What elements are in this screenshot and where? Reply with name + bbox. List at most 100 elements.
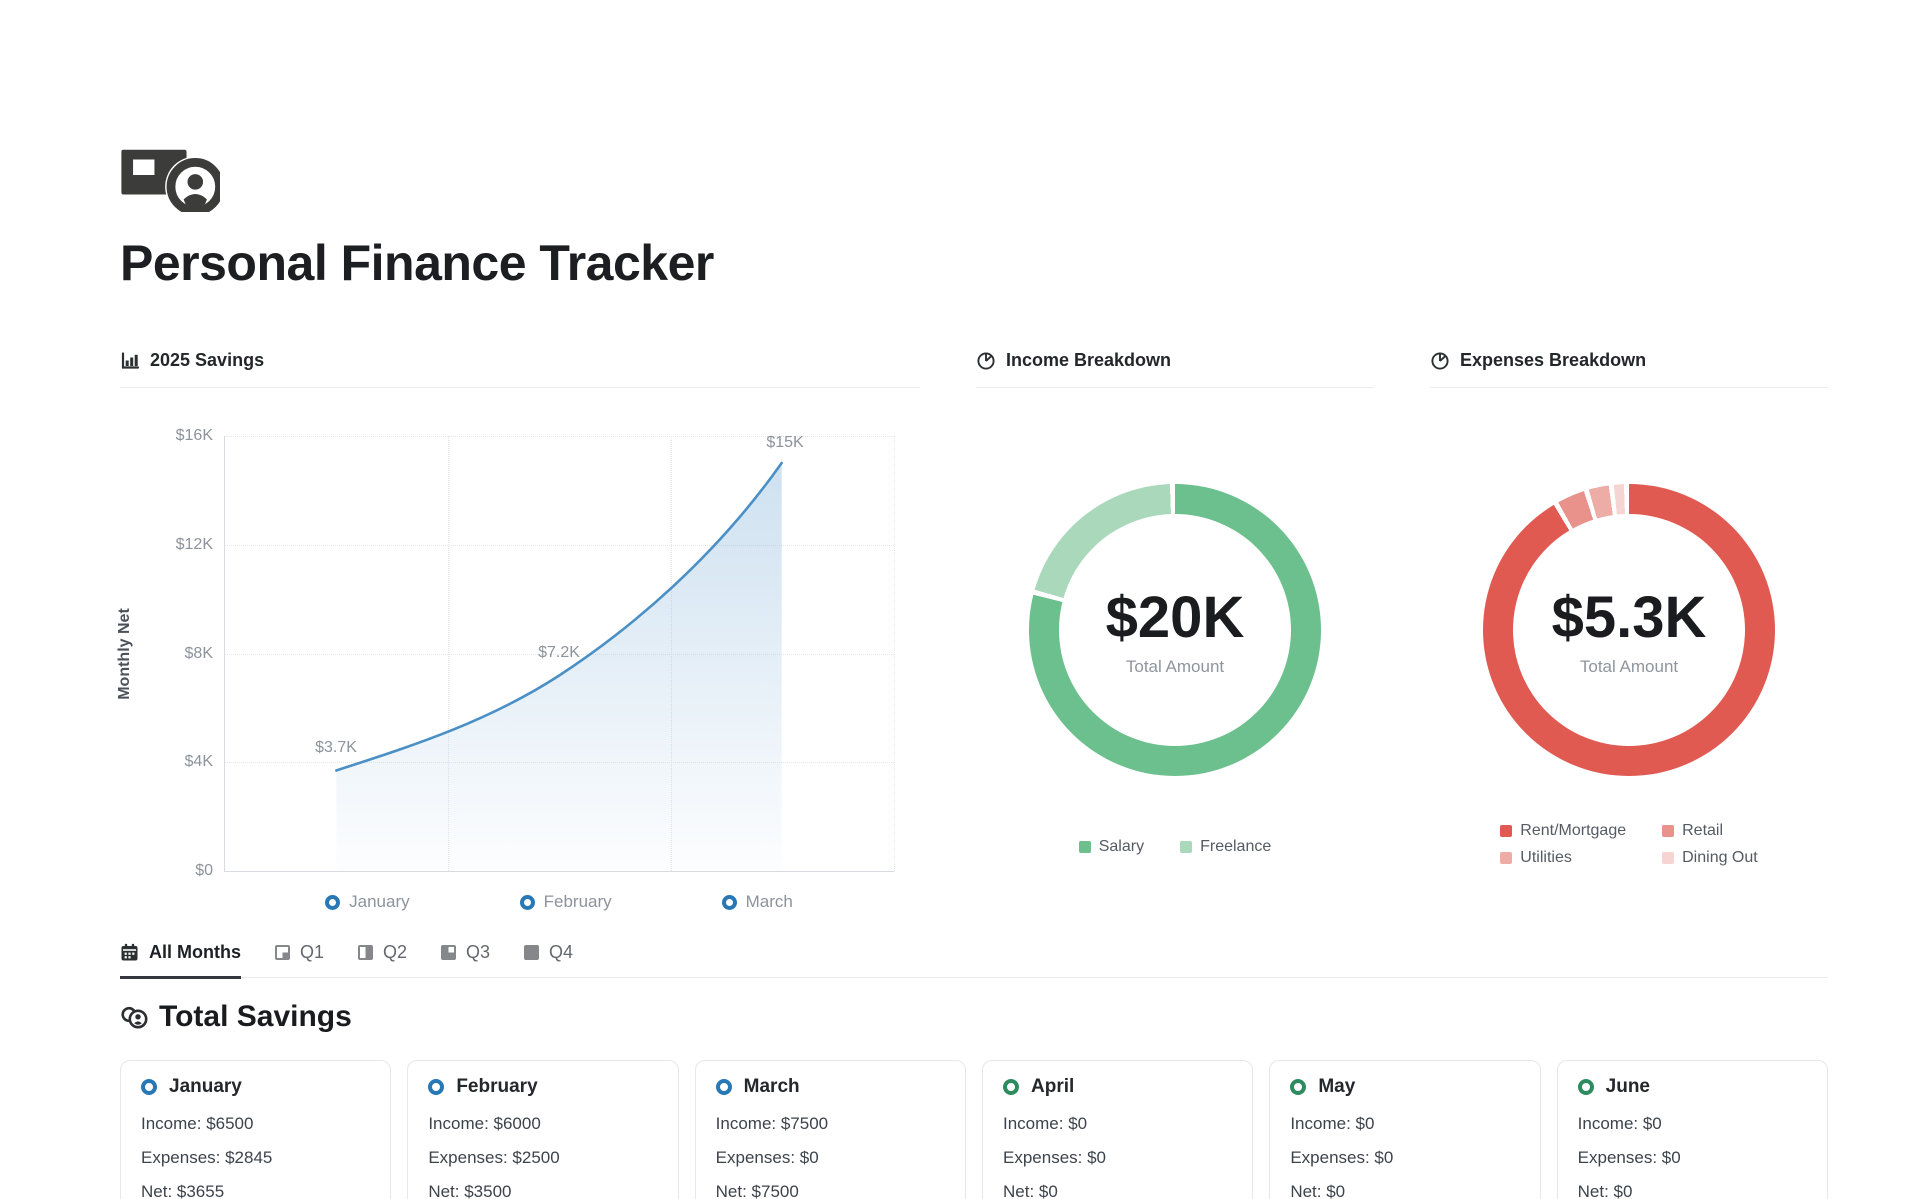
month-marker-icon [1577,1079,1594,1095]
card-expenses: Expenses: $0 [1003,1148,1107,1167]
y-tick: $0 [195,862,213,879]
app-header: Personal Finance Tracker [120,0,1828,292]
y-axis-label: Monthly Net [116,607,133,700]
card-expenses: Expenses: $2845 [141,1148,273,1167]
pie-chart-icon [1431,351,1449,370]
expenses-donut-center: $5.3K Total Amount [1483,484,1775,776]
income-panel-header: Income Breakdown [976,350,1374,388]
y-tick: $4K [184,753,213,771]
legend-item-utilities: Utilities [1500,849,1626,867]
card-header: May [1290,1075,1519,1099]
card-expenses: Expenses: $0 [1577,1148,1681,1167]
income-donut-chart: $20K Total Amount [1029,484,1321,776]
tab-q4[interactable]: Q4 [524,942,573,979]
rent-swatch-icon [1500,825,1513,837]
gridline [894,436,895,871]
pie-chart-icon [977,351,995,370]
legend-label: Dining Out [1682,849,1758,866]
card-month-name: June [1605,1076,1651,1097]
legend-label: Freelance [1200,838,1272,855]
legend-item-freelance: Freelance [1180,838,1271,856]
card-income: Income: $7500 [715,1114,829,1133]
y-tick: $8K [184,644,213,662]
legend-label: Utilities [1520,849,1572,866]
savings-plot-area: $16K $12K $8K $4K $0 Monthly Net [116,427,895,879]
card-header: June [1577,1075,1807,1099]
savings-panel: 2025 Savings $16K $12K $8K $4K [116,350,920,912]
income-donut-center: $20K Total Amount [1029,484,1321,776]
gridline [225,653,894,655]
period-filter-tabs: All Months Q1 Q2 Q3 Q4 [120,942,1828,979]
card-expenses: Expenses: $0 [1290,1148,1394,1167]
dining-swatch-icon [1662,852,1675,864]
legend-label: Rent/Mortgage [1520,822,1627,839]
coins-icon [121,1006,148,1028]
card-income: Income: $6500 [141,1114,254,1133]
tab-q2[interactable]: Q2 [358,942,407,979]
legend-item-retail: Retail [1662,822,1758,840]
card-net: Net: $0 [1577,1182,1633,1199]
income-donut-wrap: $20K Total Amount Salary Freelance [976,388,1374,856]
tab-label: Q4 [549,942,574,962]
card-month-name: January [169,1076,242,1097]
tab-label: Q2 [383,942,408,962]
card-january[interactable]: January Income: $6500 Expenses: $2845 Ne… [120,1060,392,1199]
banknote-coin-icon [121,149,220,212]
month-marker-icon [141,1079,157,1095]
card-header: March [715,1075,945,1099]
expenses-panel: Expenses Breakdown $5.3K Total Amount Re… [1430,350,1828,912]
savings-panel-header: 2025 Savings [120,350,920,388]
card-month-name: April [1031,1076,1075,1097]
expenses-panel-title: Expenses Breakdown [1460,350,1647,370]
point-label: $3.7K [315,739,357,756]
card-net: Net: $3655 [141,1182,225,1199]
month-marker-icon [428,1079,445,1095]
card-income: Income: $0 [1290,1114,1375,1133]
savings-chart: $16K $12K $8K $4K $0 Monthly Net [116,388,920,912]
card-expenses: Expenses: $0 [715,1148,819,1167]
quarter-2-icon [358,945,374,960]
card-june[interactable]: June Income: $0 Expenses: $0 Net: $0 [1556,1060,1828,1199]
series-marker-icon [721,894,737,910]
legend-item-january: January [325,892,410,912]
card-header: February [428,1075,657,1099]
tab-q3[interactable]: Q3 [441,942,490,979]
legend-item-dining: Dining Out [1662,849,1758,867]
income-total-label: Total Amount [1125,656,1225,676]
legend-label: January [349,892,410,911]
card-may[interactable]: May Income: $0 Expenses: $0 Net: $0 [1269,1060,1541,1199]
card-net: Net: $7500 [715,1182,799,1199]
tab-label: Q1 [300,942,325,962]
month-marker-icon [1003,1079,1019,1095]
gridline [225,544,894,546]
card-february[interactable]: February Income: $6000 Expenses: $2500 N… [407,1060,679,1199]
card-march[interactable]: March Income: $7500 Expenses: $0 Net: $7… [694,1060,966,1199]
card-april[interactable]: April Income: $0 Expenses: $0 Net: $0 [982,1060,1254,1199]
income-total-value: $20K [1105,584,1245,650]
expenses-panel-header: Expenses Breakdown [1430,350,1828,388]
card-net: Net: $3500 [428,1182,512,1199]
series-marker-icon [325,894,341,910]
series-marker-icon [519,894,535,910]
point-label: $15K [766,434,804,451]
y-tick: $12K [175,535,213,553]
legend-item-rent: Rent/Mortgage [1500,822,1626,840]
month-marker-icon [1290,1079,1307,1095]
expenses-legend: Rent/Mortgage Retail Utilities Dining Ou… [1500,822,1758,867]
legend-label: Salary [1098,838,1145,855]
card-month-name: March [743,1076,800,1097]
expenses-donut-chart: $5.3K Total Amount [1483,484,1775,776]
card-income: Income: $0 [1577,1114,1662,1133]
utilities-swatch-icon [1500,852,1513,864]
savings-line-series [335,461,783,872]
total-savings-title: Total Savings [159,1000,352,1033]
card-net: Net: $0 [1290,1182,1346,1199]
freelance-swatch-icon [1180,841,1193,853]
quarter-3-icon [441,945,457,960]
legend-label: Retail [1682,822,1724,839]
total-savings-heading: Total Savings [120,1000,1828,1034]
tab-q1[interactable]: Q1 [275,942,324,979]
tab-all-months[interactable]: All Months [120,942,241,979]
gridline [225,436,894,437]
